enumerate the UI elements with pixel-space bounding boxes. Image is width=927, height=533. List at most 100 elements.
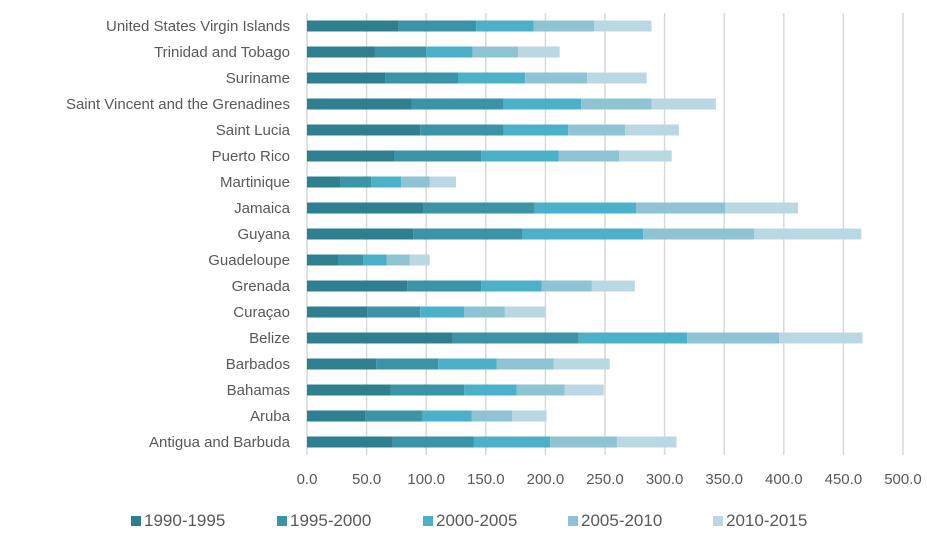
bar-segment <box>376 358 439 370</box>
bar-segment <box>541 280 592 292</box>
bar-segment <box>307 280 408 292</box>
legend-swatch <box>131 516 141 526</box>
x-tick-label: 200.0 <box>527 471 565 488</box>
bar-segment <box>525 72 588 84</box>
bar-segment <box>594 20 652 32</box>
bar-segment <box>687 332 780 344</box>
category-label: Belize <box>249 330 290 347</box>
bar-segment <box>458 72 526 84</box>
bar-segment <box>307 150 395 162</box>
x-tick-label: 0.0 <box>297 471 318 488</box>
bar-segment <box>307 306 368 318</box>
bar-segment <box>550 436 617 448</box>
bar-segment <box>553 358 610 370</box>
bar-segment <box>503 124 569 136</box>
bar-segment <box>392 436 474 448</box>
bar-segment <box>643 228 754 240</box>
bar-segment <box>374 46 427 58</box>
category-label: Saint Vincent and the Grenadines <box>66 96 290 113</box>
category-label: Guyana <box>237 226 290 243</box>
bar-segment <box>429 176 456 188</box>
category-label: Barbados <box>226 356 290 373</box>
category-label: Aruba <box>250 408 291 425</box>
legend-label: 2000-2005 <box>436 511 517 530</box>
legend-label: 2005-2010 <box>581 511 662 530</box>
category-label: Martinique <box>220 174 290 191</box>
bar-segment <box>423 202 535 214</box>
bar-segment <box>512 410 547 422</box>
x-tick-label: 500.0 <box>884 471 922 488</box>
bar-segment <box>564 384 604 396</box>
bar-segment <box>503 98 582 110</box>
x-tick-label: 350.0 <box>705 471 743 488</box>
bar-segment <box>568 124 626 136</box>
bar-segment <box>533 20 595 32</box>
bar-segment <box>407 280 482 292</box>
bar-segment <box>307 176 341 188</box>
x-tick-label: 150.0 <box>467 471 505 488</box>
bar-segment <box>516 384 565 396</box>
bar-segment <box>307 410 366 422</box>
bar-segment <box>464 384 517 396</box>
bar-segment <box>385 72 459 84</box>
legend-label: 1995-2000 <box>290 511 371 530</box>
bar-segment <box>386 254 410 266</box>
bar-segment <box>581 98 652 110</box>
bar-segment <box>367 306 421 318</box>
category-label: Guadeloupe <box>208 252 290 269</box>
bar-segment <box>398 20 477 32</box>
bar-segment <box>307 254 338 266</box>
bar-segment <box>587 72 647 84</box>
bar-segment <box>307 332 453 344</box>
bar-segment <box>481 150 559 162</box>
bar-segment <box>307 124 421 136</box>
legend-label: 2010-2015 <box>726 511 807 530</box>
category-label: Jamaica <box>234 200 291 217</box>
bar-segment <box>591 280 635 292</box>
legend-swatch <box>568 516 578 526</box>
bar-segment <box>422 410 472 422</box>
bar-segment <box>635 202 726 214</box>
bar-segment <box>307 46 375 58</box>
bar-segment <box>725 202 799 214</box>
category-label: Suriname <box>226 70 290 87</box>
bar-segment <box>307 20 399 32</box>
bar-segment <box>619 150 672 162</box>
bar-segment <box>365 410 423 422</box>
category-label: Bahamas <box>227 382 290 399</box>
legend-swatch <box>713 516 723 526</box>
bar-segment <box>420 306 465 318</box>
bar-segment <box>625 124 679 136</box>
bar-segment <box>409 254 430 266</box>
category-label: Grenada <box>232 278 291 295</box>
bar-segment <box>307 228 414 240</box>
bar-segment <box>651 98 716 110</box>
bar-segment <box>411 98 504 110</box>
category-label: Antigua and Barbuda <box>149 434 291 451</box>
bar-segment <box>779 332 863 344</box>
legend-label: 1990-1995 <box>144 511 225 530</box>
legend-swatch <box>277 516 287 526</box>
category-label: Curaçao <box>233 304 290 321</box>
bar-segment <box>307 436 393 448</box>
bar-segment <box>472 46 518 58</box>
bar-segment <box>340 176 372 188</box>
bar-segment <box>307 202 424 214</box>
x-tick-label: 300.0 <box>646 471 684 488</box>
bar-segment <box>426 46 473 58</box>
bar-segment <box>578 332 688 344</box>
bar-segment <box>371 176 402 188</box>
bar-segment <box>413 228 523 240</box>
bar-segment <box>481 280 542 292</box>
bar-segment <box>616 436 677 448</box>
bar-segment <box>337 254 364 266</box>
bar-segment <box>517 46 560 58</box>
bar-segment <box>504 306 546 318</box>
x-tick-label: 400.0 <box>765 471 803 488</box>
x-tick-label: 250.0 <box>586 471 624 488</box>
bars <box>307 20 863 448</box>
bar-segment <box>438 358 497 370</box>
x-tick-label: 450.0 <box>825 471 863 488</box>
bar-segment <box>390 384 465 396</box>
bar-segment <box>307 358 377 370</box>
